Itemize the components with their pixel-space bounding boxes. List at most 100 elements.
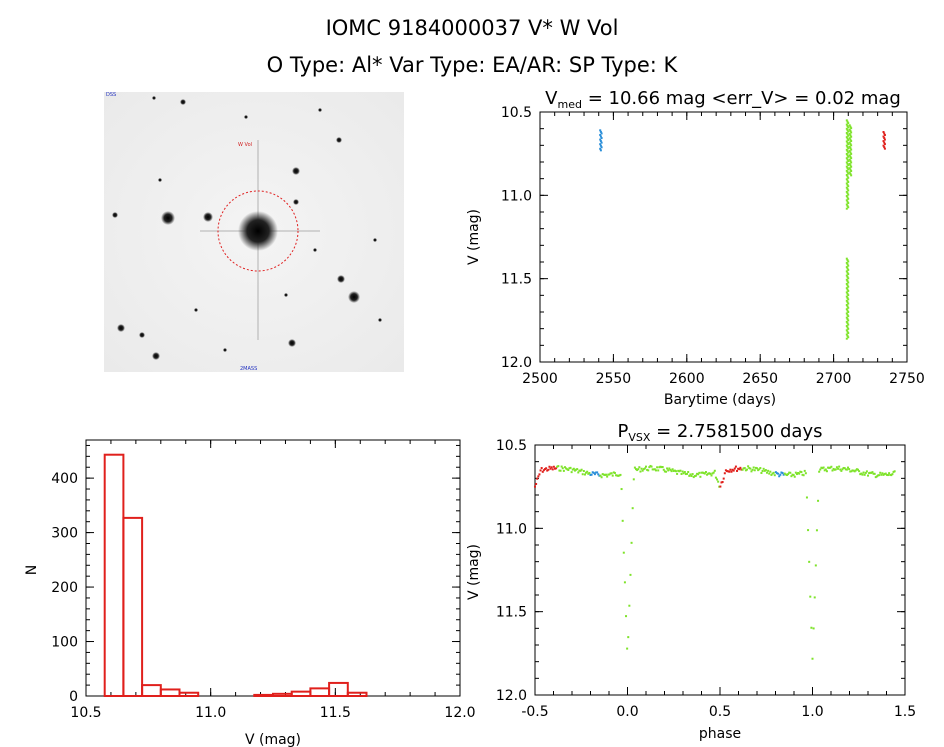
target-circle xyxy=(217,190,299,272)
y-tick-label: 200 xyxy=(51,580,78,596)
data-point xyxy=(597,473,600,476)
data-point xyxy=(535,482,538,485)
data-point xyxy=(542,469,545,472)
data-point xyxy=(846,322,849,325)
data-point xyxy=(888,472,891,475)
data-point xyxy=(749,467,752,470)
data-point xyxy=(847,176,850,179)
data-point xyxy=(883,472,886,475)
data-point xyxy=(643,467,646,470)
data-point xyxy=(847,130,850,133)
data-point xyxy=(759,467,762,470)
data-point xyxy=(785,474,788,477)
data-point xyxy=(773,474,776,477)
data-point xyxy=(841,468,844,471)
data-point xyxy=(849,155,852,158)
data-point xyxy=(823,469,826,472)
data-point xyxy=(716,478,719,481)
data-point xyxy=(848,145,851,148)
data-point xyxy=(548,465,551,468)
data-point xyxy=(699,475,702,478)
data-point xyxy=(743,467,746,470)
data-point xyxy=(850,165,853,168)
data-point xyxy=(547,468,550,471)
data-point xyxy=(847,260,850,263)
field-star xyxy=(152,96,156,100)
data-point xyxy=(628,604,631,607)
x-tick-label: 0.0 xyxy=(616,704,638,720)
data-point xyxy=(599,129,602,132)
histogram-bar xyxy=(290,690,312,698)
data-point xyxy=(842,466,845,469)
data-point xyxy=(883,132,886,135)
data-point xyxy=(780,471,783,474)
data-point xyxy=(762,467,765,470)
data-point xyxy=(845,333,848,336)
data-point xyxy=(849,125,852,128)
y-tick-label: 12.0 xyxy=(501,355,532,371)
data-point xyxy=(846,129,849,132)
data-point xyxy=(847,336,850,339)
data-point xyxy=(693,475,696,478)
data-point xyxy=(704,471,707,474)
data-point xyxy=(833,468,836,471)
data-point xyxy=(847,122,850,125)
data-point xyxy=(545,467,548,470)
data-point xyxy=(802,474,805,477)
data-point xyxy=(747,465,750,468)
data-point xyxy=(771,472,774,475)
data-point xyxy=(845,312,848,315)
data-point xyxy=(845,174,848,177)
data-point xyxy=(770,473,773,476)
data-point xyxy=(875,475,878,478)
y-tick-label: 400 xyxy=(51,471,78,487)
data-point xyxy=(882,135,885,138)
data-point xyxy=(847,126,850,129)
data-point xyxy=(882,140,885,143)
y-tick-label: 12.0 xyxy=(496,688,527,704)
data-point xyxy=(882,131,885,133)
data-point xyxy=(845,182,848,185)
data-point xyxy=(845,144,848,147)
data-point xyxy=(582,470,585,473)
histogram-bar xyxy=(141,684,162,698)
data-point xyxy=(850,131,853,134)
data-point xyxy=(822,466,825,469)
data-point xyxy=(724,469,727,472)
data-point xyxy=(733,467,736,470)
data-point xyxy=(846,133,849,136)
data-point xyxy=(706,473,709,476)
data-point xyxy=(846,158,849,161)
data-point xyxy=(829,466,832,469)
data-point xyxy=(778,475,781,478)
data-point xyxy=(869,471,872,474)
data-point xyxy=(882,473,885,476)
data-point xyxy=(848,150,851,153)
data-point xyxy=(845,161,848,164)
data-point xyxy=(612,471,615,474)
data-point xyxy=(845,203,848,206)
data-point xyxy=(738,468,741,471)
data-point xyxy=(848,154,851,157)
data-point xyxy=(650,465,653,468)
data-point xyxy=(783,472,786,475)
x-tick-label: 11.0 xyxy=(195,705,226,721)
data-point xyxy=(849,134,852,137)
data-point xyxy=(599,147,602,150)
data-point xyxy=(845,337,848,340)
data-point xyxy=(845,270,848,273)
data-point xyxy=(721,481,724,484)
data-point xyxy=(849,168,852,171)
data-point xyxy=(659,465,662,468)
data-point xyxy=(857,468,860,471)
data-point xyxy=(847,281,850,284)
data-point xyxy=(631,507,634,510)
data-point xyxy=(761,469,764,472)
data-point xyxy=(837,467,840,470)
data-point xyxy=(846,167,849,170)
data-point xyxy=(688,474,691,477)
x-tick-label: 11.5 xyxy=(320,705,351,721)
data-point xyxy=(619,473,622,476)
field-star xyxy=(318,108,322,112)
data-point xyxy=(627,636,630,639)
